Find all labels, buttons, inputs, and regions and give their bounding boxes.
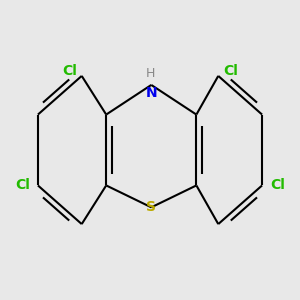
Text: Cl: Cl [270, 178, 285, 192]
Text: S: S [146, 200, 156, 214]
Text: N: N [146, 86, 157, 100]
Text: Cl: Cl [15, 178, 30, 192]
Text: Cl: Cl [223, 64, 238, 78]
Text: H: H [146, 67, 155, 80]
Text: Cl: Cl [62, 64, 77, 78]
